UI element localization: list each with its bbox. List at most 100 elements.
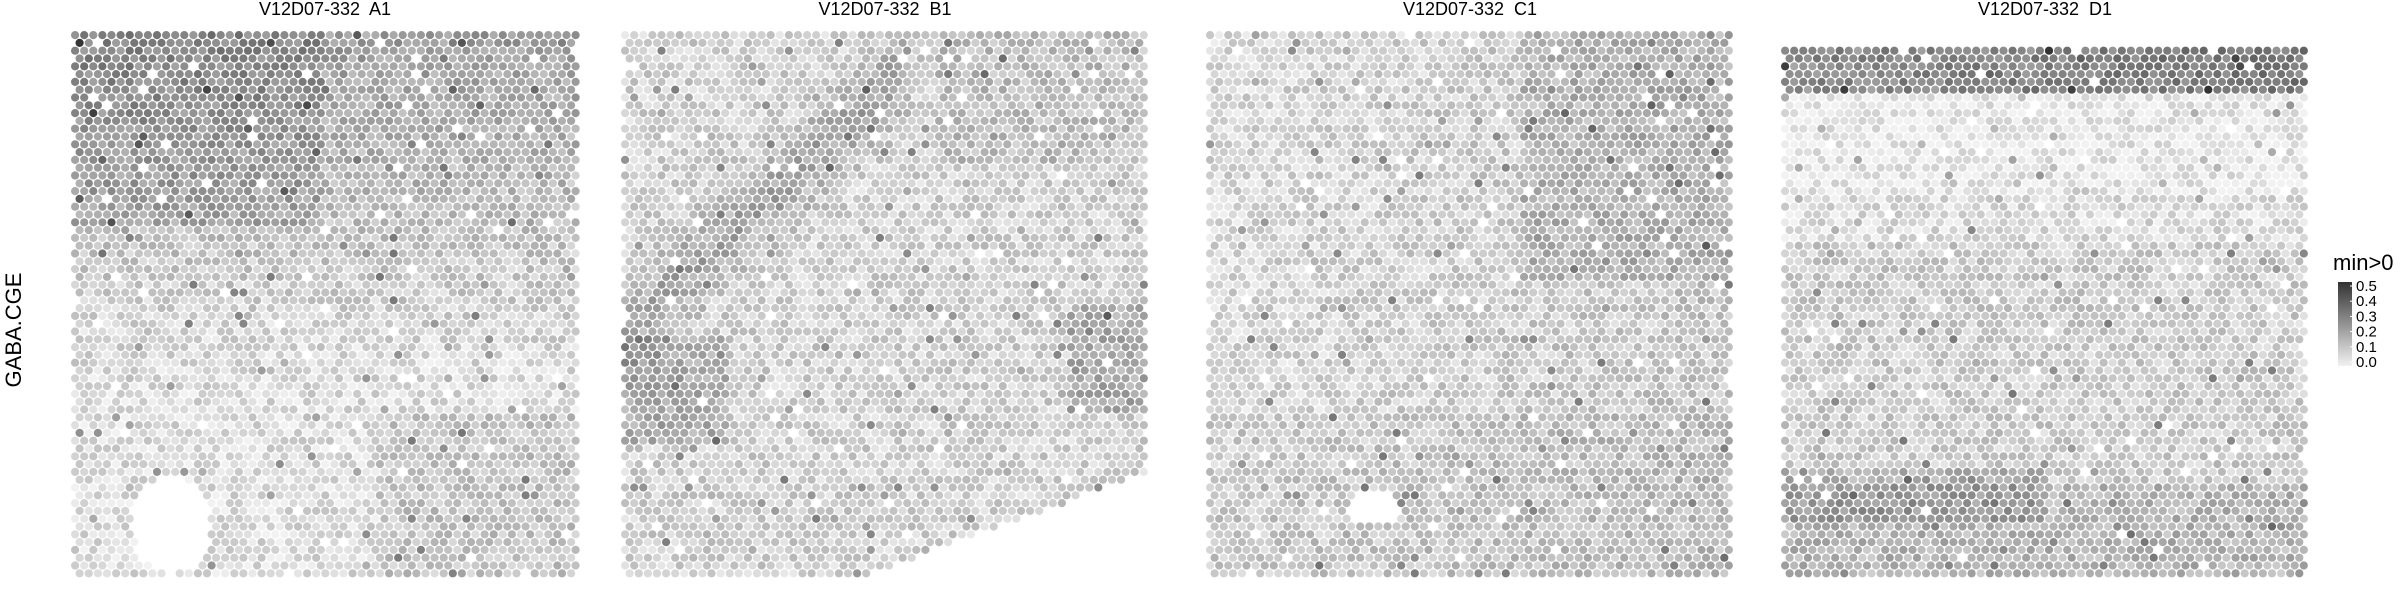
spot xyxy=(975,31,985,40)
spot xyxy=(284,210,293,219)
spot xyxy=(516,327,526,336)
spot xyxy=(498,140,507,149)
spot xyxy=(325,62,334,71)
spot xyxy=(307,124,316,133)
spot xyxy=(793,93,803,102)
spot xyxy=(466,132,476,141)
spot xyxy=(939,77,948,86)
spot xyxy=(166,413,175,422)
spot xyxy=(702,202,712,211)
spot xyxy=(512,194,521,203)
spot xyxy=(303,397,312,406)
spot xyxy=(430,101,439,110)
spot xyxy=(689,85,698,94)
spot xyxy=(548,54,557,63)
spot xyxy=(312,194,321,203)
spot xyxy=(184,194,193,203)
spot xyxy=(516,389,526,398)
spot xyxy=(880,101,889,110)
spot xyxy=(193,226,202,235)
spot xyxy=(371,280,380,289)
spot xyxy=(489,77,498,86)
spot xyxy=(403,304,412,313)
spot xyxy=(1057,93,1066,102)
spot xyxy=(98,389,107,398)
spot xyxy=(1012,155,1021,164)
spot xyxy=(962,179,971,188)
spot xyxy=(102,444,112,453)
spot xyxy=(780,54,789,63)
spot xyxy=(430,288,439,297)
spot xyxy=(193,241,202,250)
spot xyxy=(648,140,657,149)
spot xyxy=(662,179,671,188)
spot xyxy=(130,460,139,469)
spot xyxy=(480,202,489,211)
spot xyxy=(257,569,266,578)
spot xyxy=(93,350,102,359)
spot xyxy=(421,475,430,484)
spot xyxy=(944,163,953,172)
spot xyxy=(380,218,389,227)
spot xyxy=(453,280,462,289)
spot xyxy=(716,54,725,63)
spot xyxy=(734,148,743,157)
spot xyxy=(403,116,412,125)
spot xyxy=(148,428,157,437)
spot xyxy=(1139,77,1148,86)
spot xyxy=(375,85,384,94)
spot xyxy=(225,171,234,180)
spot xyxy=(334,280,344,289)
spot xyxy=(344,514,353,523)
spot xyxy=(121,148,130,157)
spot xyxy=(316,436,325,445)
spot xyxy=(462,171,471,180)
spot xyxy=(184,210,193,219)
spot xyxy=(207,140,216,149)
spot xyxy=(157,397,166,406)
spot xyxy=(375,553,384,562)
spot xyxy=(944,194,953,203)
spot xyxy=(366,85,375,94)
spot xyxy=(734,70,743,79)
spot xyxy=(193,70,202,79)
spot xyxy=(180,171,189,180)
spot xyxy=(557,397,567,406)
spot xyxy=(71,436,80,445)
spot xyxy=(266,335,275,344)
spot xyxy=(512,70,521,79)
spot xyxy=(762,101,771,110)
spot xyxy=(1076,46,1085,55)
spot xyxy=(707,116,716,125)
spot xyxy=(325,545,334,555)
spot xyxy=(702,77,712,86)
spot xyxy=(184,350,193,359)
spot xyxy=(175,163,184,172)
spot xyxy=(925,116,934,125)
spot xyxy=(630,31,639,40)
spot xyxy=(312,397,321,406)
spot xyxy=(198,561,207,570)
spot xyxy=(171,93,180,102)
spot xyxy=(494,179,503,188)
spot xyxy=(362,155,371,164)
spot xyxy=(557,506,567,515)
spot xyxy=(625,38,634,47)
spot xyxy=(430,522,439,531)
spot xyxy=(476,506,485,515)
spot xyxy=(657,93,666,102)
spot xyxy=(567,272,576,281)
spot xyxy=(284,350,293,359)
spot xyxy=(371,530,380,539)
spot xyxy=(134,171,143,180)
spot xyxy=(375,475,384,484)
spot xyxy=(1139,171,1148,180)
spot xyxy=(693,46,702,55)
spot xyxy=(184,569,193,578)
spot xyxy=(657,140,666,149)
spot xyxy=(84,101,93,110)
spot xyxy=(148,116,157,125)
spot xyxy=(253,358,262,367)
spot xyxy=(498,233,507,242)
spot xyxy=(562,233,571,242)
